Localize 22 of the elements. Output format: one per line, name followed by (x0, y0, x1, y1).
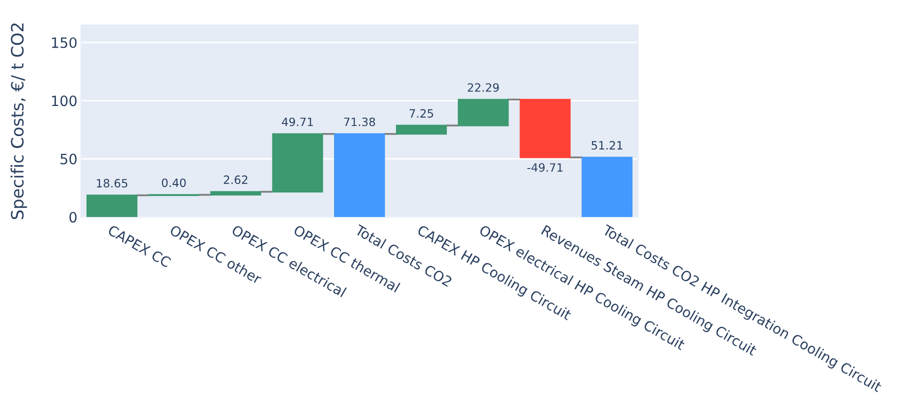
bar (272, 133, 324, 192)
data-label: 18.65 (96, 178, 128, 188)
y-tick-label: 50 (60, 154, 77, 164)
data-label: 49.71 (282, 118, 313, 126)
data-label: 7.25 (410, 109, 434, 118)
y-axis-title: Specific Costs, €/ t CO2 (10, 23, 27, 220)
y-tick-label: 150 (52, 37, 77, 48)
y-tick-label: 100 (52, 96, 77, 106)
y-tick-label: 0 (69, 212, 77, 223)
data-label: -49.71 (527, 163, 562, 172)
bar (458, 98, 509, 126)
data-label: 0.40 (162, 178, 186, 188)
data-label: 2.62 (224, 175, 248, 184)
data-label: 51.21 (592, 141, 622, 150)
bar (520, 98, 571, 158)
bar (582, 156, 633, 217)
data-label: 71.38 (344, 118, 376, 126)
bar (210, 191, 262, 196)
bar (86, 194, 138, 217)
bar (396, 124, 447, 135)
data-label: 22.29 (468, 83, 499, 92)
bar (334, 133, 385, 217)
